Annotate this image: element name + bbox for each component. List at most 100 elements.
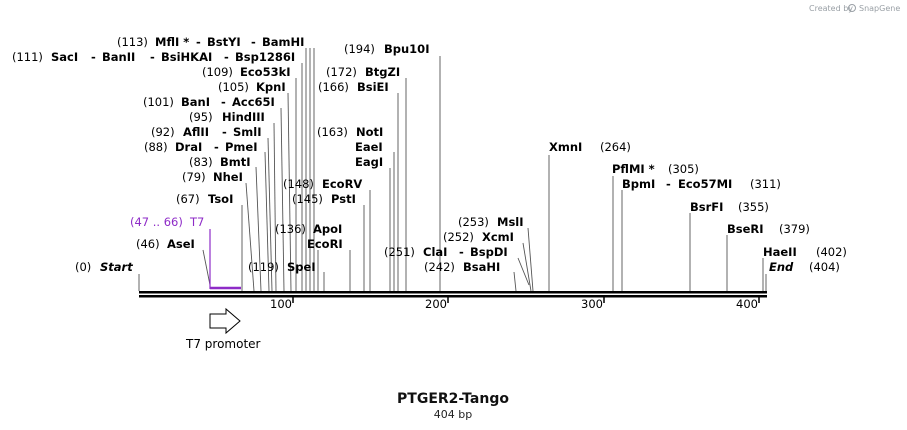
leader-nhei <box>245 182 255 292</box>
map-title: PTGER2-Tango <box>397 391 509 407</box>
site-pos-hindiii: (95) <box>189 110 213 124</box>
site-name-xcmi: XcmI <box>482 230 514 244</box>
site-name-bsihkai: BsiHKAI <box>161 50 212 64</box>
site-pos-aflii: (92) <box>151 125 175 139</box>
site-pos-xcmi: (252) <box>443 230 474 244</box>
site-name-bspdi: BspDI <box>470 245 508 259</box>
site-name-bamhi: BamHI <box>262 35 304 49</box>
site-name-kpni: KpnI <box>256 80 286 94</box>
site-name-asei: AseI <box>167 237 195 251</box>
site-name-xmni: XmnI <box>549 140 582 154</box>
snapgene-credit: Created by SnapGene <box>809 4 900 13</box>
feature-arrow-icon <box>209 307 241 335</box>
site-dash-bani: - <box>221 95 226 109</box>
site-dash-banii: - <box>150 50 155 64</box>
site-name-drai: DraI <box>175 140 202 154</box>
site-pos-drai: (88) <box>144 140 168 154</box>
site-pos-bpmi: (311) <box>750 177 781 191</box>
site-pos-xmni: (264) <box>600 140 631 154</box>
primer-t7: (47 .. 66) T7 <box>130 215 241 290</box>
site-name-start: Start <box>100 260 133 274</box>
primer-range: (47 .. 66) <box>130 215 183 229</box>
site-pos-bseri: (379) <box>779 222 810 236</box>
site-pos-pflmi: (305) <box>668 162 699 176</box>
site-name-eco57mi: Eco57MI <box>678 177 732 191</box>
site-name-banii: BanII <box>102 50 135 64</box>
site-name-eagi: EagI <box>355 155 383 169</box>
site-name-bani: BanI <box>181 95 210 109</box>
leader-msli <box>527 227 534 292</box>
site-pos-ecorv: (148) <box>283 177 314 191</box>
site-name-ecorv: EcoRV <box>322 177 362 191</box>
site-pos-bsiei: (166) <box>318 80 349 94</box>
site-pos-bani: (101) <box>143 95 174 109</box>
site-name-bmti: BmtI <box>220 155 251 169</box>
site-name-acc65i: Acc65I <box>232 95 275 109</box>
site-name-haeii: HaeII <box>763 245 797 259</box>
site-name-bsahi: BsaHI <box>463 260 500 274</box>
site-name-bsrfi: BsrFI <box>690 200 723 214</box>
site-pos-btgzi: (172) <box>326 65 357 79</box>
site-name-smli: SmlI <box>233 125 262 139</box>
sequence-backbone <box>139 291 767 298</box>
site-pos-eco53ki: (109) <box>202 65 233 79</box>
site-name-bpu10i: Bpu10I <box>384 42 429 56</box>
map-length: 404 bp <box>434 408 472 421</box>
leader-clai <box>517 257 530 286</box>
site-name-bstyi: BstYI <box>207 35 241 49</box>
site-name-end: End <box>769 260 794 274</box>
leader-bmti <box>255 166 262 292</box>
site-name-eco53ki: Eco53kI <box>240 65 291 79</box>
site-name-bsp1286i: Bsp1286I <box>235 50 295 64</box>
site-name-mfli: MflI * <box>155 35 189 49</box>
site-pos-bmti: (83) <box>189 155 213 169</box>
tick-label-200: 200 <box>425 297 447 311</box>
credit-brand: SnapGene <box>859 4 900 13</box>
site-pos-kpni: (105) <box>218 80 249 94</box>
site-pos-saci: (111) <box>12 50 43 64</box>
site-pos-asei: (46) <box>136 237 160 251</box>
site-pos-apoi: (136) <box>275 222 306 236</box>
leader-aflii <box>267 137 273 292</box>
site-name-spei: SpeI <box>287 260 316 274</box>
feature-t7-promoter: T7 promoter <box>185 307 261 351</box>
site-name-nhei: NheI <box>213 170 243 184</box>
site-name-bseri: BseRI <box>727 222 764 236</box>
site-name-psti: PstI <box>331 192 356 206</box>
primer-name: T7 <box>189 215 204 229</box>
site-pos-end: (404) <box>809 260 840 274</box>
site-dash-bsihkai: - <box>224 50 229 64</box>
site-dash-aflii: - <box>222 125 227 139</box>
site-pos-noti: (163) <box>317 125 348 139</box>
site-pos-spei: (119) <box>248 260 279 274</box>
tick-label-400: 400 <box>736 297 758 311</box>
site-name-btgzi: BtgZI <box>365 65 400 79</box>
site-dash-mfli: - <box>196 35 201 49</box>
site-name-clai: ClaI <box>423 245 447 259</box>
feature-label: T7 promoter <box>185 337 261 351</box>
site-pos-start: (0) <box>75 260 91 274</box>
leader-xcmi <box>522 242 532 292</box>
leader-asei <box>202 249 211 286</box>
leader-bsahi <box>513 271 517 292</box>
snapgene-logo-icon <box>848 4 856 12</box>
site-pos-haeii: (402) <box>816 245 847 259</box>
site-name-aflii: AflII <box>183 125 209 139</box>
scale-ruler: 100 200 300 400 <box>270 297 760 311</box>
site-pos-clai: (251) <box>384 245 415 259</box>
site-name-bsiei: BsiEI <box>357 80 389 94</box>
site-name-tsoi: TsoI <box>208 192 233 206</box>
site-dash-saci: - <box>91 50 96 64</box>
site-pos-bpu10i: (194) <box>344 42 375 56</box>
site-pos-nhei: (79) <box>182 170 206 184</box>
site-leader-lines <box>138 48 767 292</box>
site-name-eaei: EaeI <box>355 140 383 154</box>
leader-hindiii <box>273 122 277 292</box>
leader-drai <box>264 151 270 292</box>
site-name-msli: MslI <box>497 215 524 229</box>
tick-label-300: 300 <box>581 297 603 311</box>
tick-label-100: 100 <box>270 297 292 311</box>
site-name-noti: NotI <box>356 125 383 139</box>
site-name-bpmi: BpmI <box>622 177 655 191</box>
